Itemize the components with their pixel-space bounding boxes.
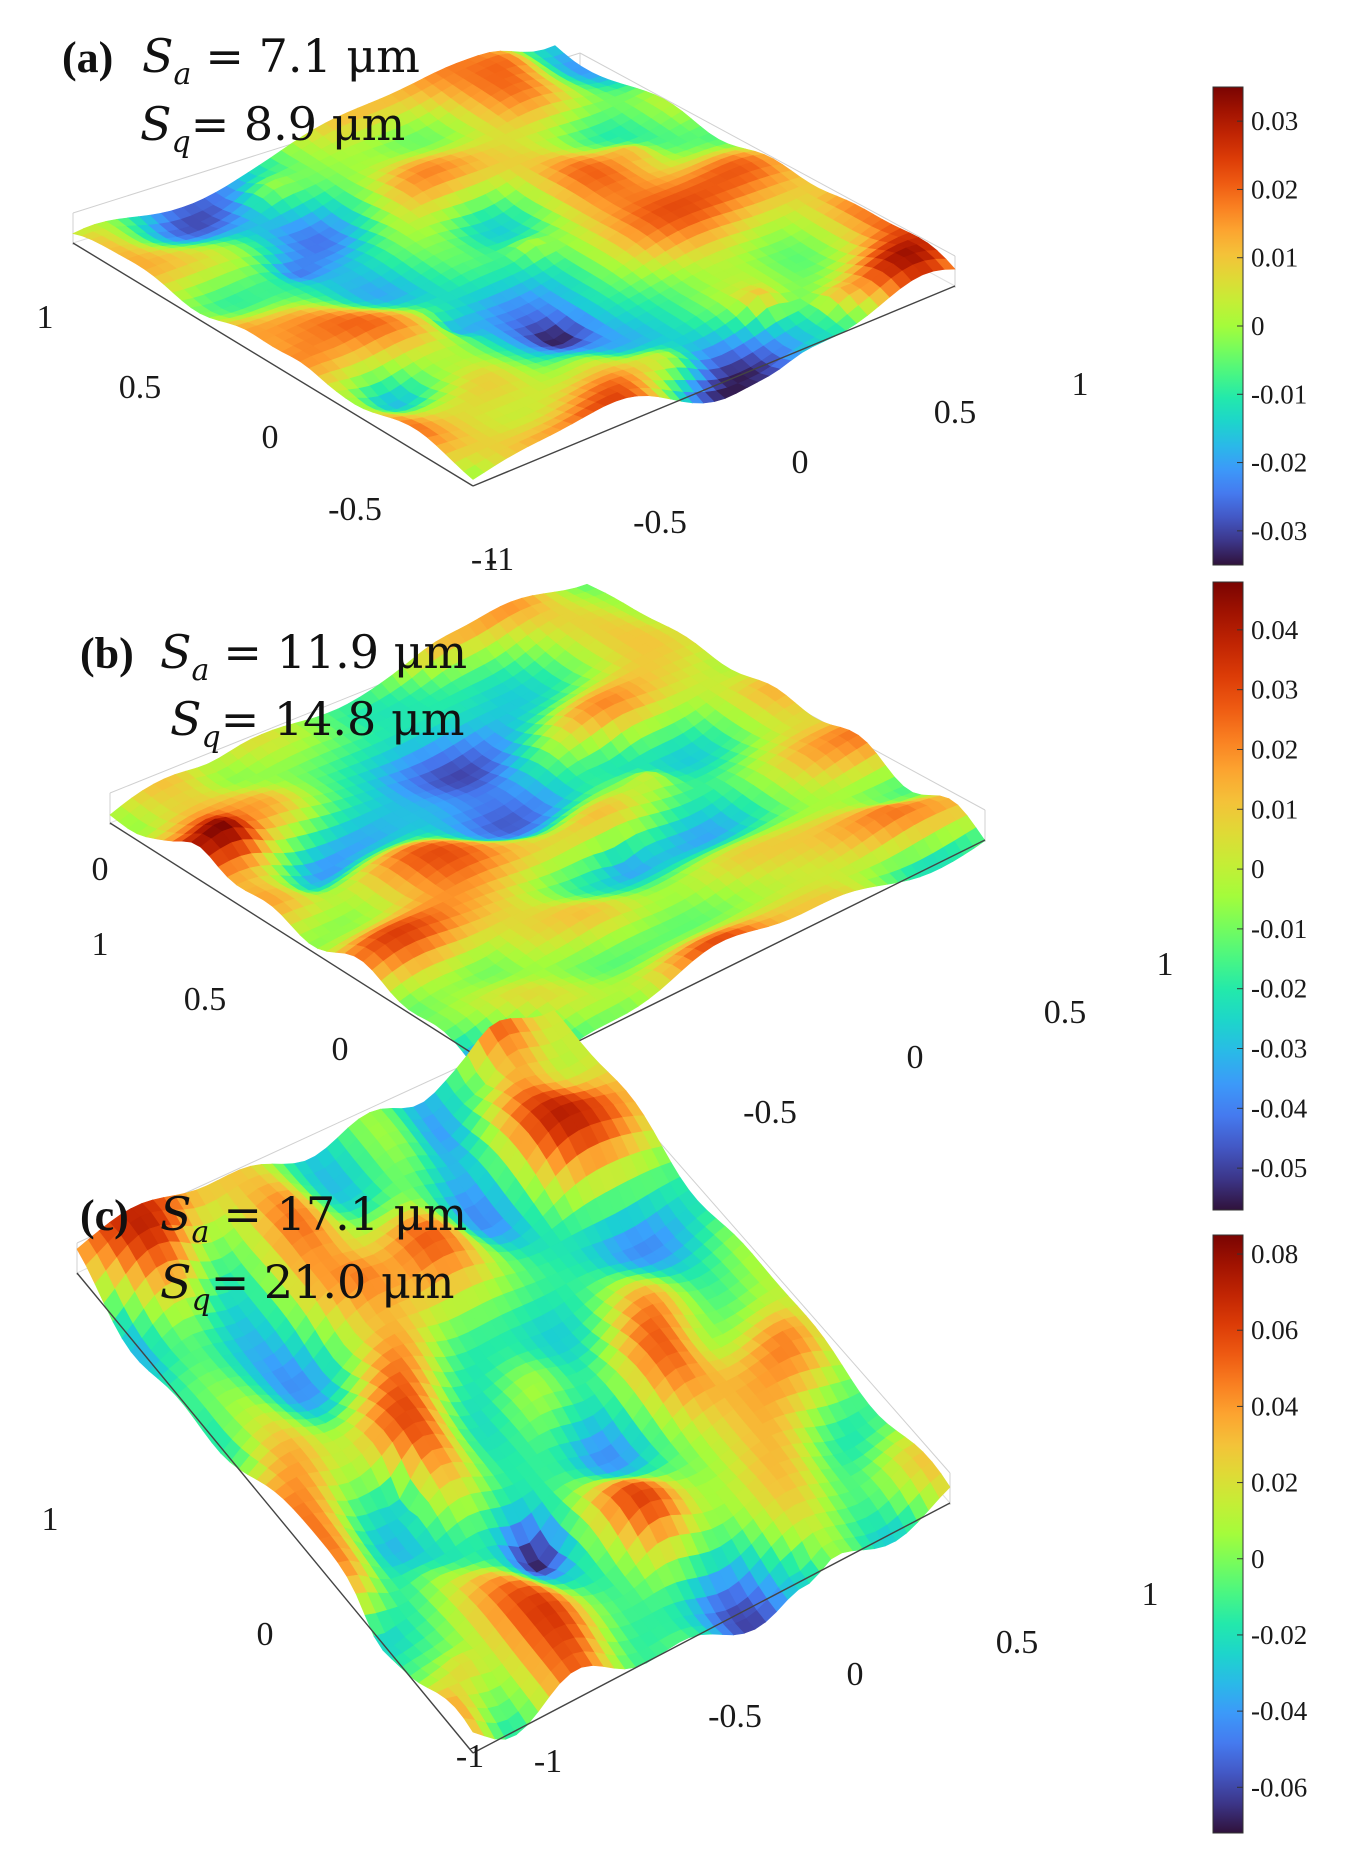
y-tick-label: 0.5 <box>119 369 162 406</box>
colorbar-tick-label: -0.05 <box>1251 1153 1307 1183</box>
y-tick-label: 0 <box>332 1031 349 1068</box>
sa-value: Sa = 11.9 μm <box>160 625 467 688</box>
surface-plot <box>72 45 956 480</box>
colorbar-tick-label: 0.04 <box>1251 615 1299 645</box>
x-tick-label: 0.5 <box>1044 994 1087 1031</box>
sq-value: Sq= 14.8 μm <box>170 692 464 755</box>
colorbar-tick-label: 0.03 <box>1251 675 1298 705</box>
y-tick-label: -1 <box>471 541 499 578</box>
colorbar: 0.03 0.02 0.01 0 -0.01 -0.02 -0.03 <box>1212 86 1307 566</box>
y-tick-label: 1 <box>92 926 109 963</box>
colorbar-gradient <box>1212 581 1244 1211</box>
z-tick-label: 0 <box>92 851 109 888</box>
colorbar: 0.04 0.03 0.02 0.01 0 -0.01 -0.02 -0.03 -0.04 -0.… <box>1212 581 1308 1211</box>
panel-label: (a) <box>62 33 113 82</box>
y-tick-label: -0.5 <box>328 491 382 528</box>
x-tick-label: -0.5 <box>743 1094 797 1131</box>
x-tick-label: 0 <box>907 1039 924 1076</box>
panel-label: (b) <box>80 629 134 678</box>
colorbar-tick-label: -0.04 <box>1251 1093 1308 1123</box>
y-tick-label: 0.5 <box>184 981 227 1018</box>
colorbar-tick-label: -0.03 <box>1251 1034 1307 1064</box>
colorbar-tick-label: 0 <box>1251 311 1265 341</box>
colorbar-tick-label: 0.03 <box>1251 106 1298 136</box>
colorbar-tick-label: -0.02 <box>1251 974 1307 1004</box>
y-tick-label: 1 <box>37 299 54 336</box>
y-tick-label: 0 <box>262 419 279 456</box>
colorbar-tick-label: -0.01 <box>1251 379 1307 409</box>
x-tick-label: 1 <box>1072 366 1089 403</box>
colorbar-tick-label: -0.02 <box>1251 448 1307 478</box>
colorbar-tick-label: 0.02 <box>1251 734 1298 764</box>
sa-value: Sa = 7.1 μm <box>142 29 420 92</box>
colorbar-tick-label: 0 <box>1251 854 1265 884</box>
x-tick-label: 0.5 <box>934 394 977 431</box>
surface-plot <box>76 1009 951 1740</box>
colorbar-tick-label: 0.02 <box>1251 174 1298 204</box>
sq-value: Sq= 8.9 μm <box>140 97 405 160</box>
colorbar-tick-label: -0.01 <box>1251 914 1307 944</box>
x-tick-label: -0.5 <box>633 504 687 541</box>
colorbar-tick-label: -0.03 <box>1251 516 1307 546</box>
colorbar-tick-label: 0.01 <box>1251 794 1298 824</box>
colorbar-tick-label: 0.01 <box>1251 243 1298 273</box>
x-tick-label: 0 <box>792 444 809 481</box>
x-tick-label: 1 <box>1157 946 1174 983</box>
